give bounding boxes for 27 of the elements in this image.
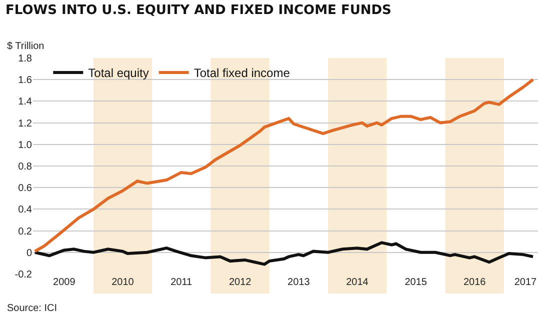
y-tick-label: 0.2 (18, 226, 32, 238)
y-tick-label: 1.4 (18, 96, 32, 108)
x-tick-label: 2010 (112, 277, 134, 288)
y-tick-label: 0.8 (18, 162, 32, 172)
x-tick-label: 2011 (170, 277, 193, 288)
x-tick-label: 2016 (463, 277, 486, 288)
line-series (33, 78, 535, 253)
x-tick-label: 2017 (514, 277, 538, 288)
y-tick-label: 0.4 (18, 204, 32, 216)
source-note: Source: ICI (7, 303, 58, 314)
y-tick-label: 1.8 (18, 54, 32, 64)
x-tick-label: 2014 (346, 277, 369, 288)
legend-label: Total equity (88, 66, 149, 80)
y-tick-label: 1.2 (18, 118, 32, 130)
x-tick-label: 2012 (228, 277, 252, 288)
y-tick-label: 1.0 (18, 140, 32, 151)
legend-label: Total fixed income (194, 66, 290, 80)
y-tick-label: 1.6 (18, 75, 32, 86)
y-tick-label: 0.6 (18, 183, 32, 194)
line-series (33, 241, 535, 266)
y-tick-label: -0.2 (14, 270, 32, 280)
y-tick-label: 0 (26, 248, 32, 259)
y-axis-title: $ Trillion (7, 41, 44, 52)
x-tick-label: 2013 (288, 277, 310, 288)
x-tick-label: 2015 (404, 277, 428, 288)
x-tick-label: 2009 (53, 277, 76, 288)
chart-title: FLOWS INTO U.S. EQUITY AND FIXED INCOME FUNDS (6, 2, 392, 18)
